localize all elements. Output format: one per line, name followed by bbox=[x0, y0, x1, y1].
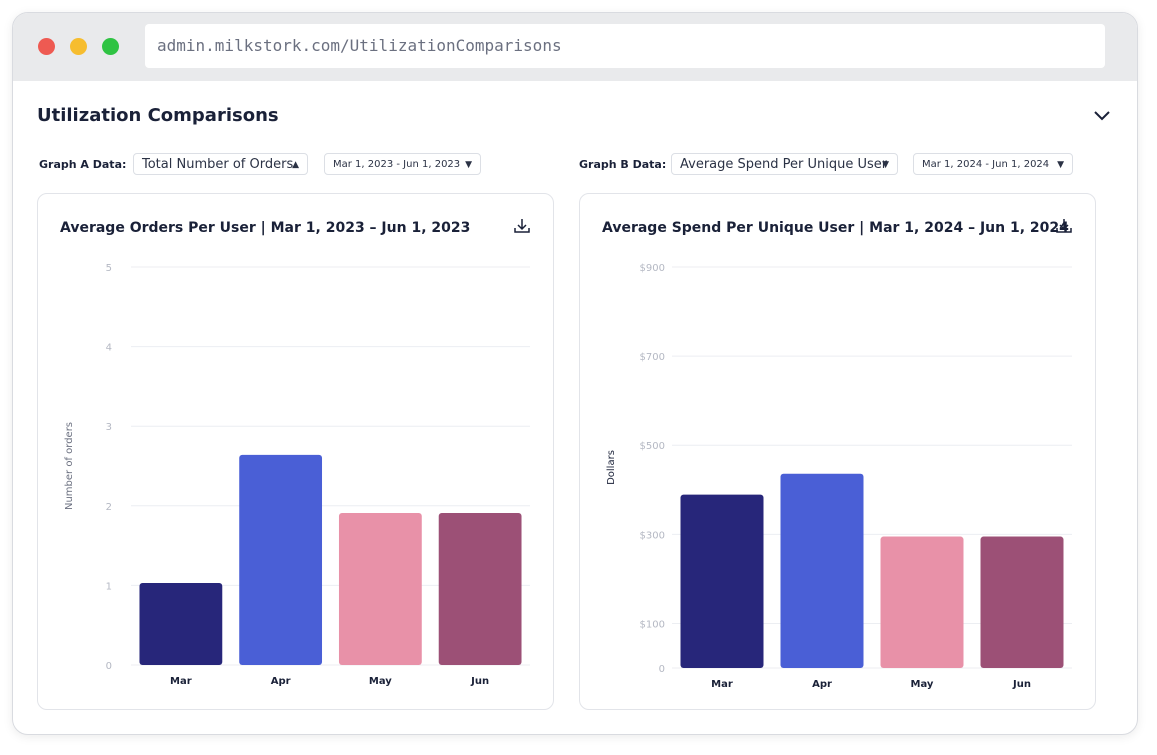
metric-select[interactable]: Total Number of Orders ▲ bbox=[133, 153, 308, 175]
bar bbox=[880, 536, 964, 668]
bar bbox=[139, 583, 223, 665]
y-axis-label: Dollars bbox=[606, 450, 617, 485]
y-tick-label: $100 bbox=[640, 619, 665, 630]
page-title: Utilization Comparisons bbox=[37, 105, 279, 126]
bar bbox=[680, 494, 764, 668]
graph-b-label: Graph B Data: bbox=[579, 158, 667, 171]
date-select-text: Mar 1, 2024 - Jun 1, 2024 bbox=[922, 159, 1050, 170]
close-button[interactable] bbox=[38, 38, 55, 55]
metric-select[interactable]: Average Spend Per Unique User ▼ bbox=[671, 153, 898, 175]
bar bbox=[239, 454, 323, 665]
y-tick-label: 0 bbox=[659, 664, 665, 675]
chart-card bbox=[37, 193, 554, 710]
y-tick-label: 3 bbox=[106, 422, 112, 433]
x-tick-label: Apr bbox=[812, 679, 832, 690]
chart-title: Average Spend Per Unique User | Mar 1, 2… bbox=[602, 220, 1069, 236]
bar bbox=[980, 536, 1064, 668]
maximize-button[interactable] bbox=[102, 38, 119, 55]
y-tick-label: 4 bbox=[106, 343, 112, 354]
title-bar: admin.milkstork.com/UtilizationCompariso… bbox=[13, 13, 1137, 81]
y-tick-label: 1 bbox=[106, 581, 112, 592]
metric-select-text: Total Number of Orders bbox=[142, 157, 294, 172]
date-select[interactable]: Mar 1, 2023 - Jun 1, 2023 ▼ bbox=[324, 153, 481, 175]
bar bbox=[438, 512, 522, 665]
metric-select-text: Average Spend Per Unique User bbox=[680, 157, 888, 172]
download-icon[interactable] bbox=[1056, 219, 1072, 233]
y-tick-label: $500 bbox=[640, 441, 665, 452]
date-select[interactable]: Mar 1, 2024 - Jun 1, 2024 ▼ bbox=[913, 153, 1073, 175]
graph-a-label: Graph A Data: bbox=[39, 158, 127, 171]
x-tick-label: May bbox=[911, 679, 934, 690]
x-tick-label: Jun bbox=[470, 676, 489, 687]
y-axis-label: Number of orders bbox=[64, 422, 75, 510]
date-select-text: Mar 1, 2023 - Jun 1, 2023 bbox=[333, 159, 461, 170]
x-tick-label: May bbox=[369, 676, 392, 687]
x-tick-label: Apr bbox=[271, 676, 291, 687]
minimize-button[interactable] bbox=[70, 38, 87, 55]
y-tick-label: $900 bbox=[640, 263, 665, 274]
y-tick-label: 5 bbox=[106, 263, 112, 274]
chart-card bbox=[579, 193, 1096, 710]
y-tick-label: 0 bbox=[106, 661, 112, 672]
bar bbox=[780, 473, 864, 668]
collapse-icon[interactable] bbox=[1093, 109, 1111, 123]
y-tick-label: 2 bbox=[106, 502, 112, 513]
x-tick-label: Jun bbox=[1012, 679, 1031, 690]
x-tick-label: Mar bbox=[170, 676, 192, 687]
download-icon[interactable] bbox=[514, 219, 530, 233]
bar bbox=[338, 512, 422, 665]
url-bar[interactable]: admin.milkstork.com/UtilizationCompariso… bbox=[145, 24, 1105, 68]
y-tick-label: $300 bbox=[640, 530, 665, 541]
y-tick-label: $700 bbox=[640, 352, 665, 363]
chart-title: Average Orders Per User | Mar 1, 2023 – … bbox=[60, 220, 470, 236]
x-tick-label: Mar bbox=[711, 679, 733, 690]
